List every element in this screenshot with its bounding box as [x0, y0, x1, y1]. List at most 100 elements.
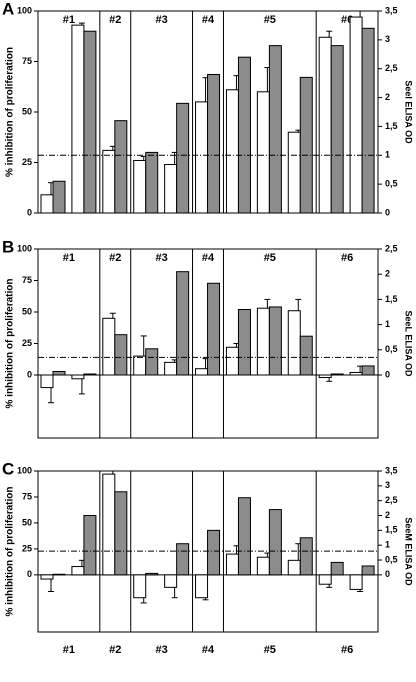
inhibition-bar [40, 374, 54, 389]
inhibition-bar [40, 574, 54, 580]
group-label: #3 [156, 252, 168, 264]
group-label: #2 [109, 252, 121, 264]
y2-tick-label: 3,5 [385, 465, 398, 475]
y-tick-label: 50 [22, 106, 32, 116]
elisa-bar [207, 529, 221, 576]
inhibition-bar [195, 368, 209, 376]
elisa-bar [145, 348, 159, 376]
elisa-bar [237, 56, 251, 214]
y2-tick-label: 0 [385, 369, 390, 379]
inhibition-bar [164, 164, 178, 214]
y2-tick-label: 2,5 [385, 243, 398, 253]
elisa-bar [268, 45, 282, 214]
inhibition-bar [40, 194, 54, 214]
y2-tick-label: 2,5 [385, 495, 398, 505]
y-tick-label: 0 [27, 369, 32, 379]
panel-letter: A [2, 0, 14, 18]
group-label: #1 [63, 14, 75, 26]
elisa-bar [145, 572, 159, 576]
y2-axis-title: SeeM ELISA OD [404, 517, 414, 586]
inhibition-bar [133, 355, 147, 376]
elisa-bar [83, 515, 97, 576]
inhibition-bar [225, 553, 239, 576]
group-label: #5 [264, 14, 276, 26]
y2-tick-label: 1 [385, 150, 390, 160]
y-tick-label: 0 [27, 569, 32, 579]
y2-tick-label: 1,5 [385, 294, 398, 304]
y2-tick-label: 0,5 [385, 554, 398, 564]
y2-tick-label: 2 [385, 92, 390, 102]
inhibition-bar [287, 559, 301, 576]
group-label: #1 [63, 644, 75, 656]
inhibition-bar [287, 131, 301, 214]
group-label: #1 [63, 252, 75, 264]
y-tick-label: 50 [22, 517, 32, 527]
y2-tick-label: 0 [385, 207, 390, 217]
y-tick-label: 50 [22, 306, 32, 316]
group-label: #2 [109, 644, 121, 656]
panel-letter: B [2, 237, 14, 256]
elisa-bar [237, 308, 251, 376]
elisa-bar [145, 151, 159, 214]
group-label: #2 [109, 14, 121, 26]
inhibition-bar [318, 36, 332, 214]
inhibition-bar [102, 149, 116, 214]
y2-tick-label: 3 [385, 34, 390, 44]
y2-tick-label: 0,5 [385, 179, 398, 189]
inhibition-bar [256, 556, 270, 576]
y2-tick-label: 0 [385, 569, 390, 579]
elisa-bar [361, 565, 375, 576]
inhibition-bar [349, 371, 363, 376]
inhibition-bar [225, 346, 239, 376]
elisa-bar [268, 509, 282, 576]
y2-axis-title: SeeL ELISA OD [404, 310, 414, 377]
y-tick-label: 100 [17, 465, 32, 475]
inhibition-bar [287, 310, 301, 376]
group-label: #6 [341, 252, 353, 264]
inhibition-bar [349, 574, 363, 590]
elisa-bar [207, 282, 221, 376]
y-tick-label: 100 [17, 243, 32, 253]
y2-tick-label: 0,5 [385, 344, 398, 354]
inhibition-bar [102, 317, 116, 376]
y-tick-label: 0 [27, 207, 32, 217]
elisa-bar [299, 335, 313, 376]
elisa-bar [176, 102, 190, 214]
elisa-bar [83, 373, 97, 376]
elisa-bar [114, 491, 128, 576]
y-tick-label: 100 [17, 5, 32, 15]
inhibition-bar [133, 159, 147, 214]
elisa-bar [237, 497, 251, 576]
group-label: #4 [202, 252, 215, 264]
elisa-bar [299, 76, 313, 214]
y-tick-label: 75 [22, 491, 32, 501]
group-label: #3 [156, 14, 168, 26]
inhibition-bar [71, 24, 85, 214]
y2-tick-label: 1 [385, 540, 390, 550]
elisa-bar [330, 45, 344, 214]
elisa-bar [52, 370, 66, 376]
y2-tick-label: 1 [385, 319, 390, 329]
group-label: #5 [264, 252, 276, 264]
y2-tick-label: 3 [385, 480, 390, 490]
elisa-bar [176, 271, 190, 376]
elisa-bar [207, 73, 221, 214]
inhibition-bar [225, 89, 239, 214]
inhibition-bar [164, 361, 178, 376]
elisa-bar [361, 27, 375, 214]
y2-tick-label: 1,5 [385, 525, 398, 535]
y-tick-label: 25 [22, 543, 32, 553]
y-tick-label: 25 [22, 157, 32, 167]
y-tick-label: 25 [22, 338, 32, 348]
y2-tick-label: 2 [385, 269, 390, 279]
y2-tick-label: 3,5 [385, 5, 398, 15]
inhibition-bar [195, 101, 209, 214]
inhibition-bar [71, 374, 85, 380]
elisa-bar [361, 365, 375, 376]
group-label: #5 [264, 644, 276, 656]
elisa-bar [52, 573, 66, 576]
elisa-bar [83, 30, 97, 214]
elisa-bar [176, 543, 190, 576]
elisa-bar [330, 373, 344, 376]
